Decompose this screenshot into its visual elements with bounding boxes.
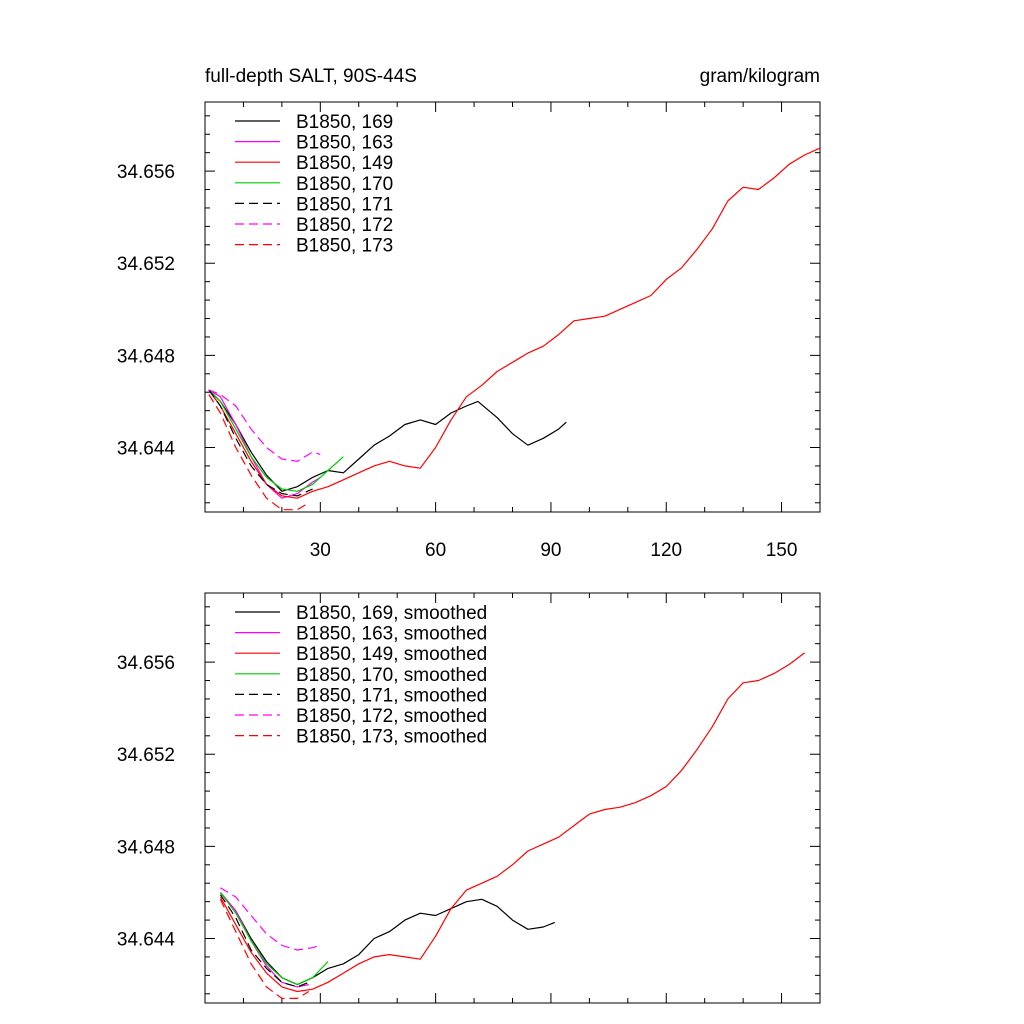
bottom-series-line-3 — [219, 892, 329, 986]
bottom-series-line-5 — [220, 887, 321, 951]
bottom-y-tick-label: 34.652 — [117, 745, 175, 766]
bottom-y-tick-label: 34.656 — [117, 653, 175, 674]
bottom-legend-label-5: B1850, 172, smoothed — [296, 706, 487, 727]
top-legend-label-6: B1850, 173 — [296, 236, 393, 257]
bottom-legend-label-3: B1850, 170, smoothed — [296, 665, 487, 686]
bottom-legend-label-4: B1850, 171, smoothed — [296, 685, 487, 706]
top-legend-label-4: B1850, 171 — [296, 194, 393, 215]
top-x-tick-label: 120 — [650, 540, 682, 561]
bottom-legend-label-0: B1850, 169, smoothed — [296, 603, 487, 624]
top-x-tick-label: 150 — [766, 540, 798, 561]
bottom-legend-label-6: B1850, 173, smoothed — [296, 727, 487, 748]
top-y-tick-label: 34.648 — [117, 346, 175, 367]
top-legend-label-5: B1850, 172 — [296, 215, 393, 236]
top-x-tick-label: 30 — [310, 540, 331, 561]
top-x-tick-label: 90 — [540, 540, 561, 561]
bottom-series-line-2 — [219, 652, 805, 993]
panel-top-title-right: gram/kilogram — [700, 66, 820, 87]
top-series-line-3 — [208, 389, 344, 492]
top-y-tick-label: 34.652 — [117, 254, 175, 275]
top-legend-label-2: B1850, 149 — [296, 153, 393, 174]
top-legend-label-1: B1850, 163 — [296, 133, 393, 154]
top-series-line-0 — [208, 389, 567, 492]
bottom-y-tick-label: 34.644 — [117, 930, 176, 951]
top-y-tick-label: 34.656 — [117, 162, 175, 183]
top-series-line-5 — [208, 389, 321, 462]
bottom-legend-label-2: B1850, 149, smoothed — [296, 644, 487, 665]
top-x-tick-label: 60 — [425, 540, 446, 561]
top-y-tick-label: 34.644 — [117, 439, 176, 460]
top-series-line-4 — [208, 389, 313, 497]
top-legend-label-3: B1850, 170 — [296, 174, 393, 195]
top-series-line-2 — [208, 147, 821, 499]
panel-top-title-left: full-depth SALT, 90S-44S — [205, 66, 417, 87]
bottom-legend-label-1: B1850, 163, smoothed — [296, 624, 487, 645]
bottom-y-tick-label: 34.648 — [117, 837, 175, 858]
top-legend-label-0: B1850, 169 — [296, 112, 393, 133]
bottom-series-line-4 — [219, 894, 310, 988]
bottom-series-line-1 — [219, 892, 309, 988]
bottom-series-line-6 — [219, 899, 310, 1000]
top-series-line-6 — [208, 394, 310, 511]
